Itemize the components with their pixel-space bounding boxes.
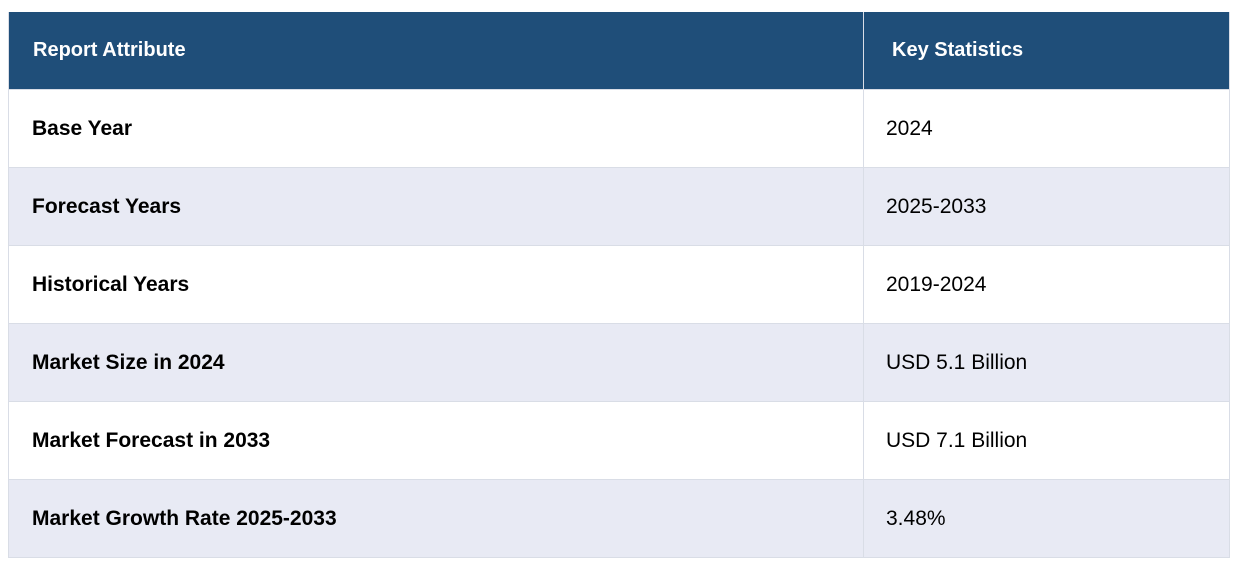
table-row: Base Year 2024 bbox=[8, 89, 1230, 168]
header-report-attribute: Report Attribute bbox=[8, 12, 864, 90]
row-attribute: Market Forecast in 2033 bbox=[8, 401, 864, 480]
row-value: 3.48% bbox=[863, 479, 1230, 558]
report-statistics-table: Report Attribute Key Statistics Base Yea… bbox=[8, 12, 1230, 558]
row-attribute: Market Growth Rate 2025-2033 bbox=[8, 479, 864, 558]
table-body: Base Year 2024 Forecast Years 2025-2033 … bbox=[8, 89, 1230, 558]
table-row: Market Size in 2024 USD 5.1 Billion bbox=[8, 323, 1230, 402]
row-value: 2025-2033 bbox=[863, 167, 1230, 246]
table-row: Forecast Years 2025-2033 bbox=[8, 167, 1230, 246]
row-attribute: Historical Years bbox=[8, 245, 864, 324]
row-value: USD 7.1 Billion bbox=[863, 401, 1230, 480]
row-attribute: Market Size in 2024 bbox=[8, 323, 864, 402]
row-attribute: Base Year bbox=[8, 89, 864, 168]
table-row: Historical Years 2019-2024 bbox=[8, 245, 1230, 324]
header-key-statistics: Key Statistics bbox=[863, 12, 1230, 90]
header-row: Report Attribute Key Statistics bbox=[8, 12, 1230, 90]
table-header: Report Attribute Key Statistics bbox=[8, 12, 1230, 90]
row-value: 2024 bbox=[863, 89, 1230, 168]
row-attribute: Forecast Years bbox=[8, 167, 864, 246]
table-row: Market Forecast in 2033 USD 7.1 Billion bbox=[8, 401, 1230, 480]
table-row: Market Growth Rate 2025-2033 3.48% bbox=[8, 479, 1230, 558]
row-value: USD 5.1 Billion bbox=[863, 323, 1230, 402]
row-value: 2019-2024 bbox=[863, 245, 1230, 324]
